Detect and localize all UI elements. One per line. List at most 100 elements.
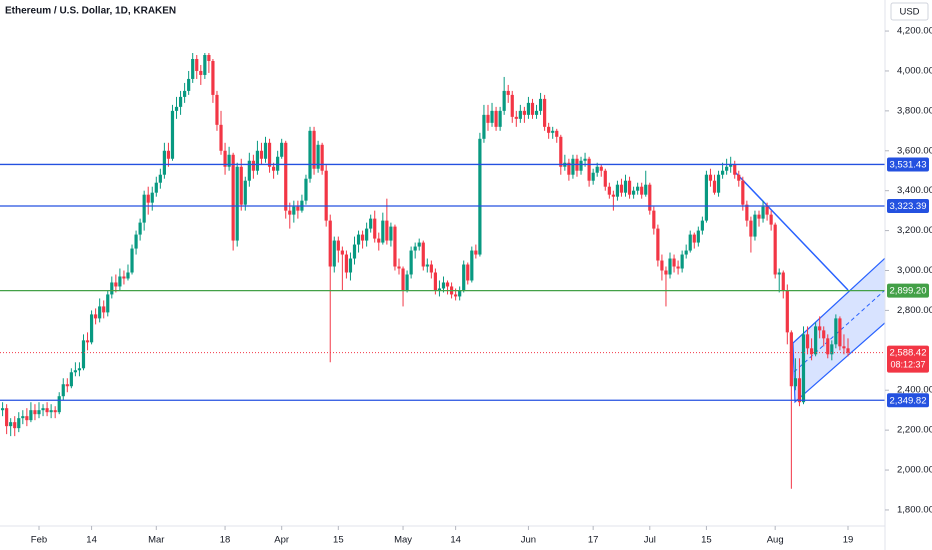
candle-body [21, 416, 25, 419]
candle-body [267, 142, 272, 167]
candle-body [425, 264, 429, 267]
candle-body [381, 220, 385, 243]
candle-body [842, 346, 846, 349]
candle-body [704, 174, 709, 221]
candle-body [502, 90, 506, 111]
y-tick-label: 3,600.00 [897, 145, 932, 156]
candle-body [644, 184, 648, 195]
candle-body [312, 130, 316, 169]
y-tick-label: 3,000.00 [897, 265, 932, 276]
candle-body [611, 194, 615, 197]
candle-body [737, 174, 741, 181]
candle-body [130, 248, 134, 273]
candle-body [712, 180, 717, 193]
candle-body [207, 54, 211, 61]
candle-body [846, 348, 850, 353]
candle-body [433, 272, 438, 291]
candle-body [340, 250, 344, 255]
y-tick-label: 2,200.00 [897, 425, 932, 436]
x-tick-label: 15 [701, 535, 712, 546]
candle-body [514, 116, 518, 119]
candle-body [114, 282, 118, 287]
candle-body [429, 264, 433, 273]
candle-body [332, 240, 336, 267]
candle-body [235, 166, 239, 241]
current-price-box [887, 345, 929, 373]
candle-body [838, 318, 842, 347]
candle-body [725, 166, 729, 171]
candle-body [510, 94, 514, 117]
x-tick-label: 14 [450, 535, 461, 546]
candle-body [733, 164, 737, 175]
candle-body [219, 124, 223, 151]
x-tick-label: Aug [767, 535, 784, 546]
candle-body [567, 162, 571, 175]
candle-body [421, 242, 425, 267]
candle-body [158, 174, 162, 183]
y-tick-label: 2,000.00 [897, 465, 932, 476]
candle-body [272, 166, 276, 171]
candle-body [288, 210, 292, 215]
candle-body [409, 250, 413, 275]
y-tick-label: 2,400.00 [897, 385, 932, 396]
candle-body [454, 294, 458, 297]
candle-body [474, 250, 478, 255]
candle-body [106, 294, 110, 313]
price-level-label: 3,531.43 [890, 159, 927, 170]
candle-body [211, 60, 215, 95]
candle-body [373, 218, 377, 239]
candle-body [33, 410, 37, 415]
candle-body [559, 136, 563, 167]
candle-body [466, 264, 470, 281]
candle-body [494, 110, 498, 127]
candle-body [579, 160, 583, 171]
candle-body [470, 250, 474, 281]
candle-body [183, 90, 187, 97]
candle-body [777, 272, 781, 275]
price-level-label: 3,323.39 [890, 201, 927, 212]
candle-body [765, 206, 769, 215]
candles [0, 52, 885, 489]
candle-body [369, 218, 373, 229]
x-tick-label: 18 [220, 535, 231, 546]
price-level-box [887, 198, 929, 213]
candle-body [781, 272, 785, 291]
candle-body [328, 220, 332, 267]
candle-body [85, 340, 90, 343]
currency-label[interactable]: USD [899, 7, 919, 18]
candle-body [150, 192, 154, 203]
candle-body [506, 90, 510, 95]
candle-body [668, 258, 672, 275]
candle-body [749, 220, 753, 237]
candle-body [259, 150, 264, 159]
candle-body [170, 110, 175, 159]
candle-body [660, 260, 664, 271]
candle-body [623, 180, 628, 193]
candle-body [162, 150, 166, 175]
candle-body [385, 220, 389, 241]
x-tick-label: Feb [31, 535, 47, 546]
x-tick-label: May [394, 535, 412, 546]
candle-body [41, 408, 45, 411]
candle-body [627, 180, 632, 195]
candle-body [344, 254, 349, 273]
price-level-label: 2,899.20 [890, 286, 927, 297]
candle-body [377, 238, 381, 243]
candle-body [603, 170, 607, 187]
candle-body [393, 226, 397, 267]
candle-body [543, 98, 547, 127]
candle-body [174, 106, 179, 111]
candle-body [110, 282, 114, 295]
candle-body [555, 130, 559, 137]
candle-body [551, 130, 555, 133]
candle-body [276, 156, 280, 171]
candle-body [77, 368, 82, 371]
candle-body [61, 384, 65, 397]
candle-body [797, 378, 802, 403]
candle-body [118, 276, 122, 287]
x-tick-label: 15 [333, 535, 344, 546]
candle-body [69, 372, 73, 387]
candle-body [530, 102, 535, 115]
currency-box[interactable] [890, 2, 929, 21]
candle-body [591, 172, 595, 181]
